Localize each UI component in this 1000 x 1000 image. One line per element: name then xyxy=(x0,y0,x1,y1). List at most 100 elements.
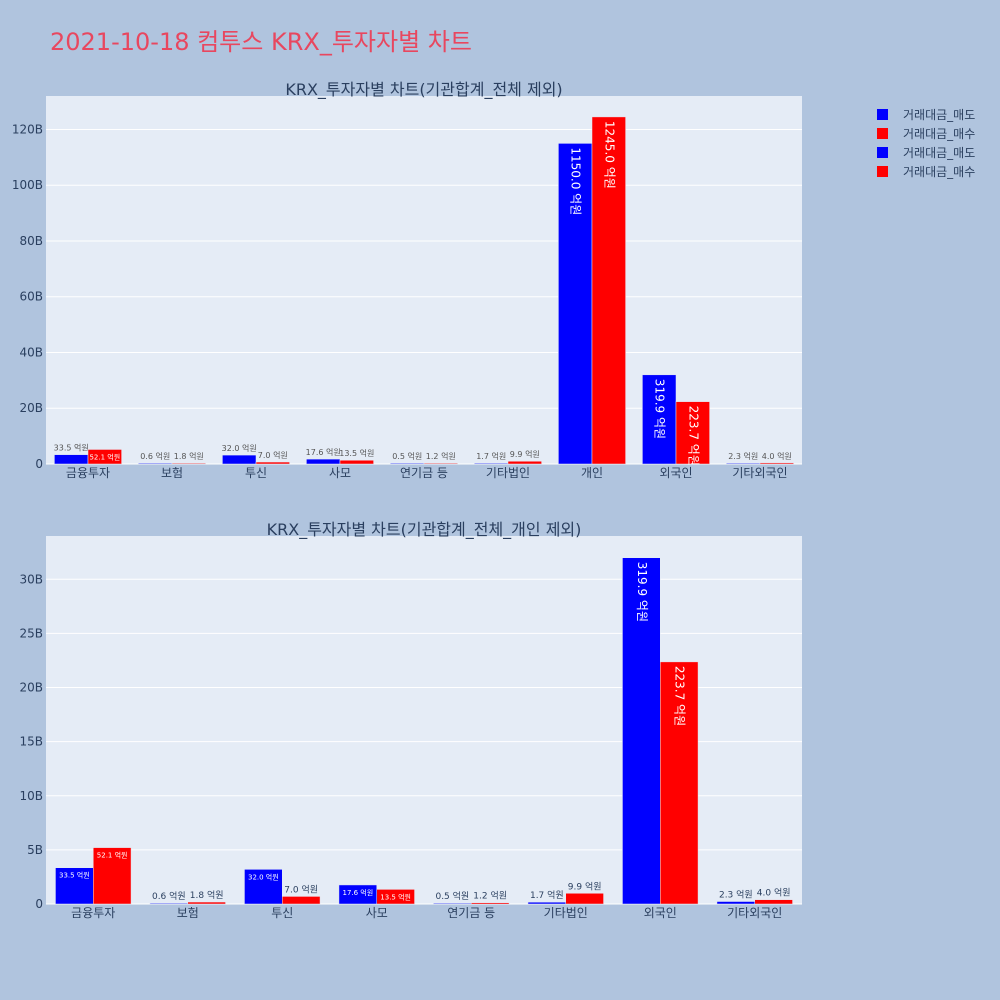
bar-value-label: 4.0 억원 xyxy=(762,451,792,461)
bar[interactable] xyxy=(171,462,206,465)
bar-value-label: 319.9 억원 xyxy=(653,379,667,439)
bar-value-label: 52.1 억원 xyxy=(89,452,120,461)
bar-value-label: 9.9 억원 xyxy=(568,880,602,892)
bar[interactable] xyxy=(390,462,425,465)
bar[interactable] xyxy=(675,401,710,465)
bar[interactable] xyxy=(754,899,793,905)
legend-label: 거래대금_매도 xyxy=(903,146,975,160)
bar-value-label: 1.8 억원 xyxy=(190,889,224,901)
bar[interactable] xyxy=(642,374,677,465)
x-tick-label: 기타외국인 xyxy=(732,466,787,480)
bar[interactable] xyxy=(591,116,626,465)
x-tick-label: 개인 xyxy=(581,466,603,480)
x-tick-label: 투신 xyxy=(245,466,267,480)
bar-value-label: 1.2 억원 xyxy=(473,890,507,902)
chart-title: KRX_투자자별 차트(기관합계_전체_개인 제외) xyxy=(267,520,582,540)
bar-value-label: 223.7 억원 xyxy=(673,666,687,726)
bar-value-label: 0.5 억원 xyxy=(392,451,422,461)
bar[interactable] xyxy=(716,901,756,905)
bar[interactable] xyxy=(255,461,290,465)
bar-value-label: 13.5 억원 xyxy=(380,892,411,901)
legend-label: 거래대금_매수 xyxy=(903,127,975,141)
bar[interactable] xyxy=(565,893,604,905)
legend-item[interactable]: 거래대금_매수 xyxy=(877,127,975,141)
legend-label: 거래대금_매수 xyxy=(903,165,975,179)
bar[interactable] xyxy=(149,902,188,905)
bar[interactable] xyxy=(244,869,283,905)
chart-panel-2: 0 5B 10B 15B 20B 25B 30B KRX_투자자별 차트(기관합계_전체_개인… xyxy=(19,520,802,920)
bar-value-label: 223.7 억원 xyxy=(686,406,700,466)
x-tick-label: 외국인 xyxy=(659,466,692,480)
bar[interactable] xyxy=(87,449,122,465)
bar-value-label: 1.2 억원 xyxy=(426,451,456,461)
bar[interactable] xyxy=(93,847,132,905)
y-tick-label: 60B xyxy=(19,290,43,304)
bar-value-label: 32.0 억원 xyxy=(222,443,257,453)
y-tick-label: 20B xyxy=(19,401,43,415)
bar-value-label: 32.0 억원 xyxy=(248,872,279,881)
bar[interactable] xyxy=(726,462,761,465)
bar[interactable] xyxy=(471,902,510,905)
y-tick-label: 25B xyxy=(19,626,43,640)
bar-value-label: 0.6 억원 xyxy=(140,451,170,461)
x-tick-label: 보험 xyxy=(177,906,199,920)
bar[interactable] xyxy=(527,901,567,905)
x-tick-label: 금융투자 xyxy=(66,466,110,480)
y-tick-label: 120B xyxy=(12,122,43,136)
bar-value-label: 0.5 억원 xyxy=(435,890,469,902)
bar[interactable] xyxy=(474,462,509,465)
bar[interactable] xyxy=(423,462,458,465)
bar-value-label: 1.7 억원 xyxy=(476,451,506,461)
legend-label: 거래대금_매도 xyxy=(903,108,975,122)
y-tick-label: 10B xyxy=(19,789,43,803)
bar-value-label: 17.6 억원 xyxy=(306,447,341,457)
bar[interactable] xyxy=(222,454,257,465)
bar[interactable] xyxy=(339,459,374,465)
bar[interactable] xyxy=(759,462,794,465)
bar-value-label: 2.3 억원 xyxy=(728,451,758,461)
legend-swatch xyxy=(877,147,888,158)
x-tick-label: 금융투자 xyxy=(71,906,115,920)
bar[interactable] xyxy=(306,458,341,465)
bar[interactable] xyxy=(433,902,472,905)
bar[interactable] xyxy=(507,460,542,465)
bar-value-label: 13.5 억원 xyxy=(339,448,374,458)
x-tick-label: 사모 xyxy=(366,906,388,920)
chart-panel-1: 0 20B 40B 60B 80B 100B 120B KRX_투자자별 차트(기관합계_전체… xyxy=(12,80,802,480)
bar-value-label: 33.5 억원 xyxy=(54,443,89,453)
x-tick-label: 연기금 등 xyxy=(400,466,448,480)
x-tick-label: 외국인 xyxy=(644,906,677,920)
y-tick-label: 5B xyxy=(27,843,43,857)
chart-title: KRX_투자자별 차트(기관합계_전체 제외) xyxy=(285,80,562,100)
legend-item[interactable]: 거래대금_매도 xyxy=(877,108,975,122)
y-tick-label: 30B xyxy=(19,572,43,586)
bar-value-label: 9.9 억원 xyxy=(510,449,540,459)
bar[interactable] xyxy=(54,454,89,465)
legend-swatch xyxy=(877,166,888,177)
bar[interactable] xyxy=(376,889,415,905)
bar-value-label: 4.0 억원 xyxy=(757,887,791,899)
x-tick-label: 연기금 등 xyxy=(447,906,495,920)
y-tick-label: 40B xyxy=(19,345,43,359)
bar-value-label: 1.8 억원 xyxy=(174,451,204,461)
y-tick-label: 15B xyxy=(19,735,43,749)
bar-value-label: 33.5 억원 xyxy=(59,871,90,880)
bar[interactable] xyxy=(660,661,699,905)
legend-item[interactable]: 거래대금_매도 xyxy=(877,146,975,160)
bar[interactable] xyxy=(622,557,661,905)
bar-value-label: 7.0 억원 xyxy=(258,450,288,460)
y-tick-label: 20B xyxy=(19,681,43,695)
page-title: 2021-10-18 컴투스 KRX_투자자별 차트 xyxy=(50,28,472,56)
bar-value-label: 7.0 억원 xyxy=(284,883,318,895)
bar[interactable] xyxy=(282,896,321,905)
bar-value-label: 1.7 억원 xyxy=(530,889,564,901)
bar[interactable] xyxy=(187,901,226,905)
bar[interactable] xyxy=(138,462,173,465)
x-tick-label: 사모 xyxy=(329,466,351,480)
x-tick-label: 투신 xyxy=(271,906,293,920)
legend-item[interactable]: 거래대금_매수 xyxy=(877,165,975,179)
bar[interactable] xyxy=(558,143,593,465)
bar-value-label: 1150.0 억원 xyxy=(569,147,583,215)
